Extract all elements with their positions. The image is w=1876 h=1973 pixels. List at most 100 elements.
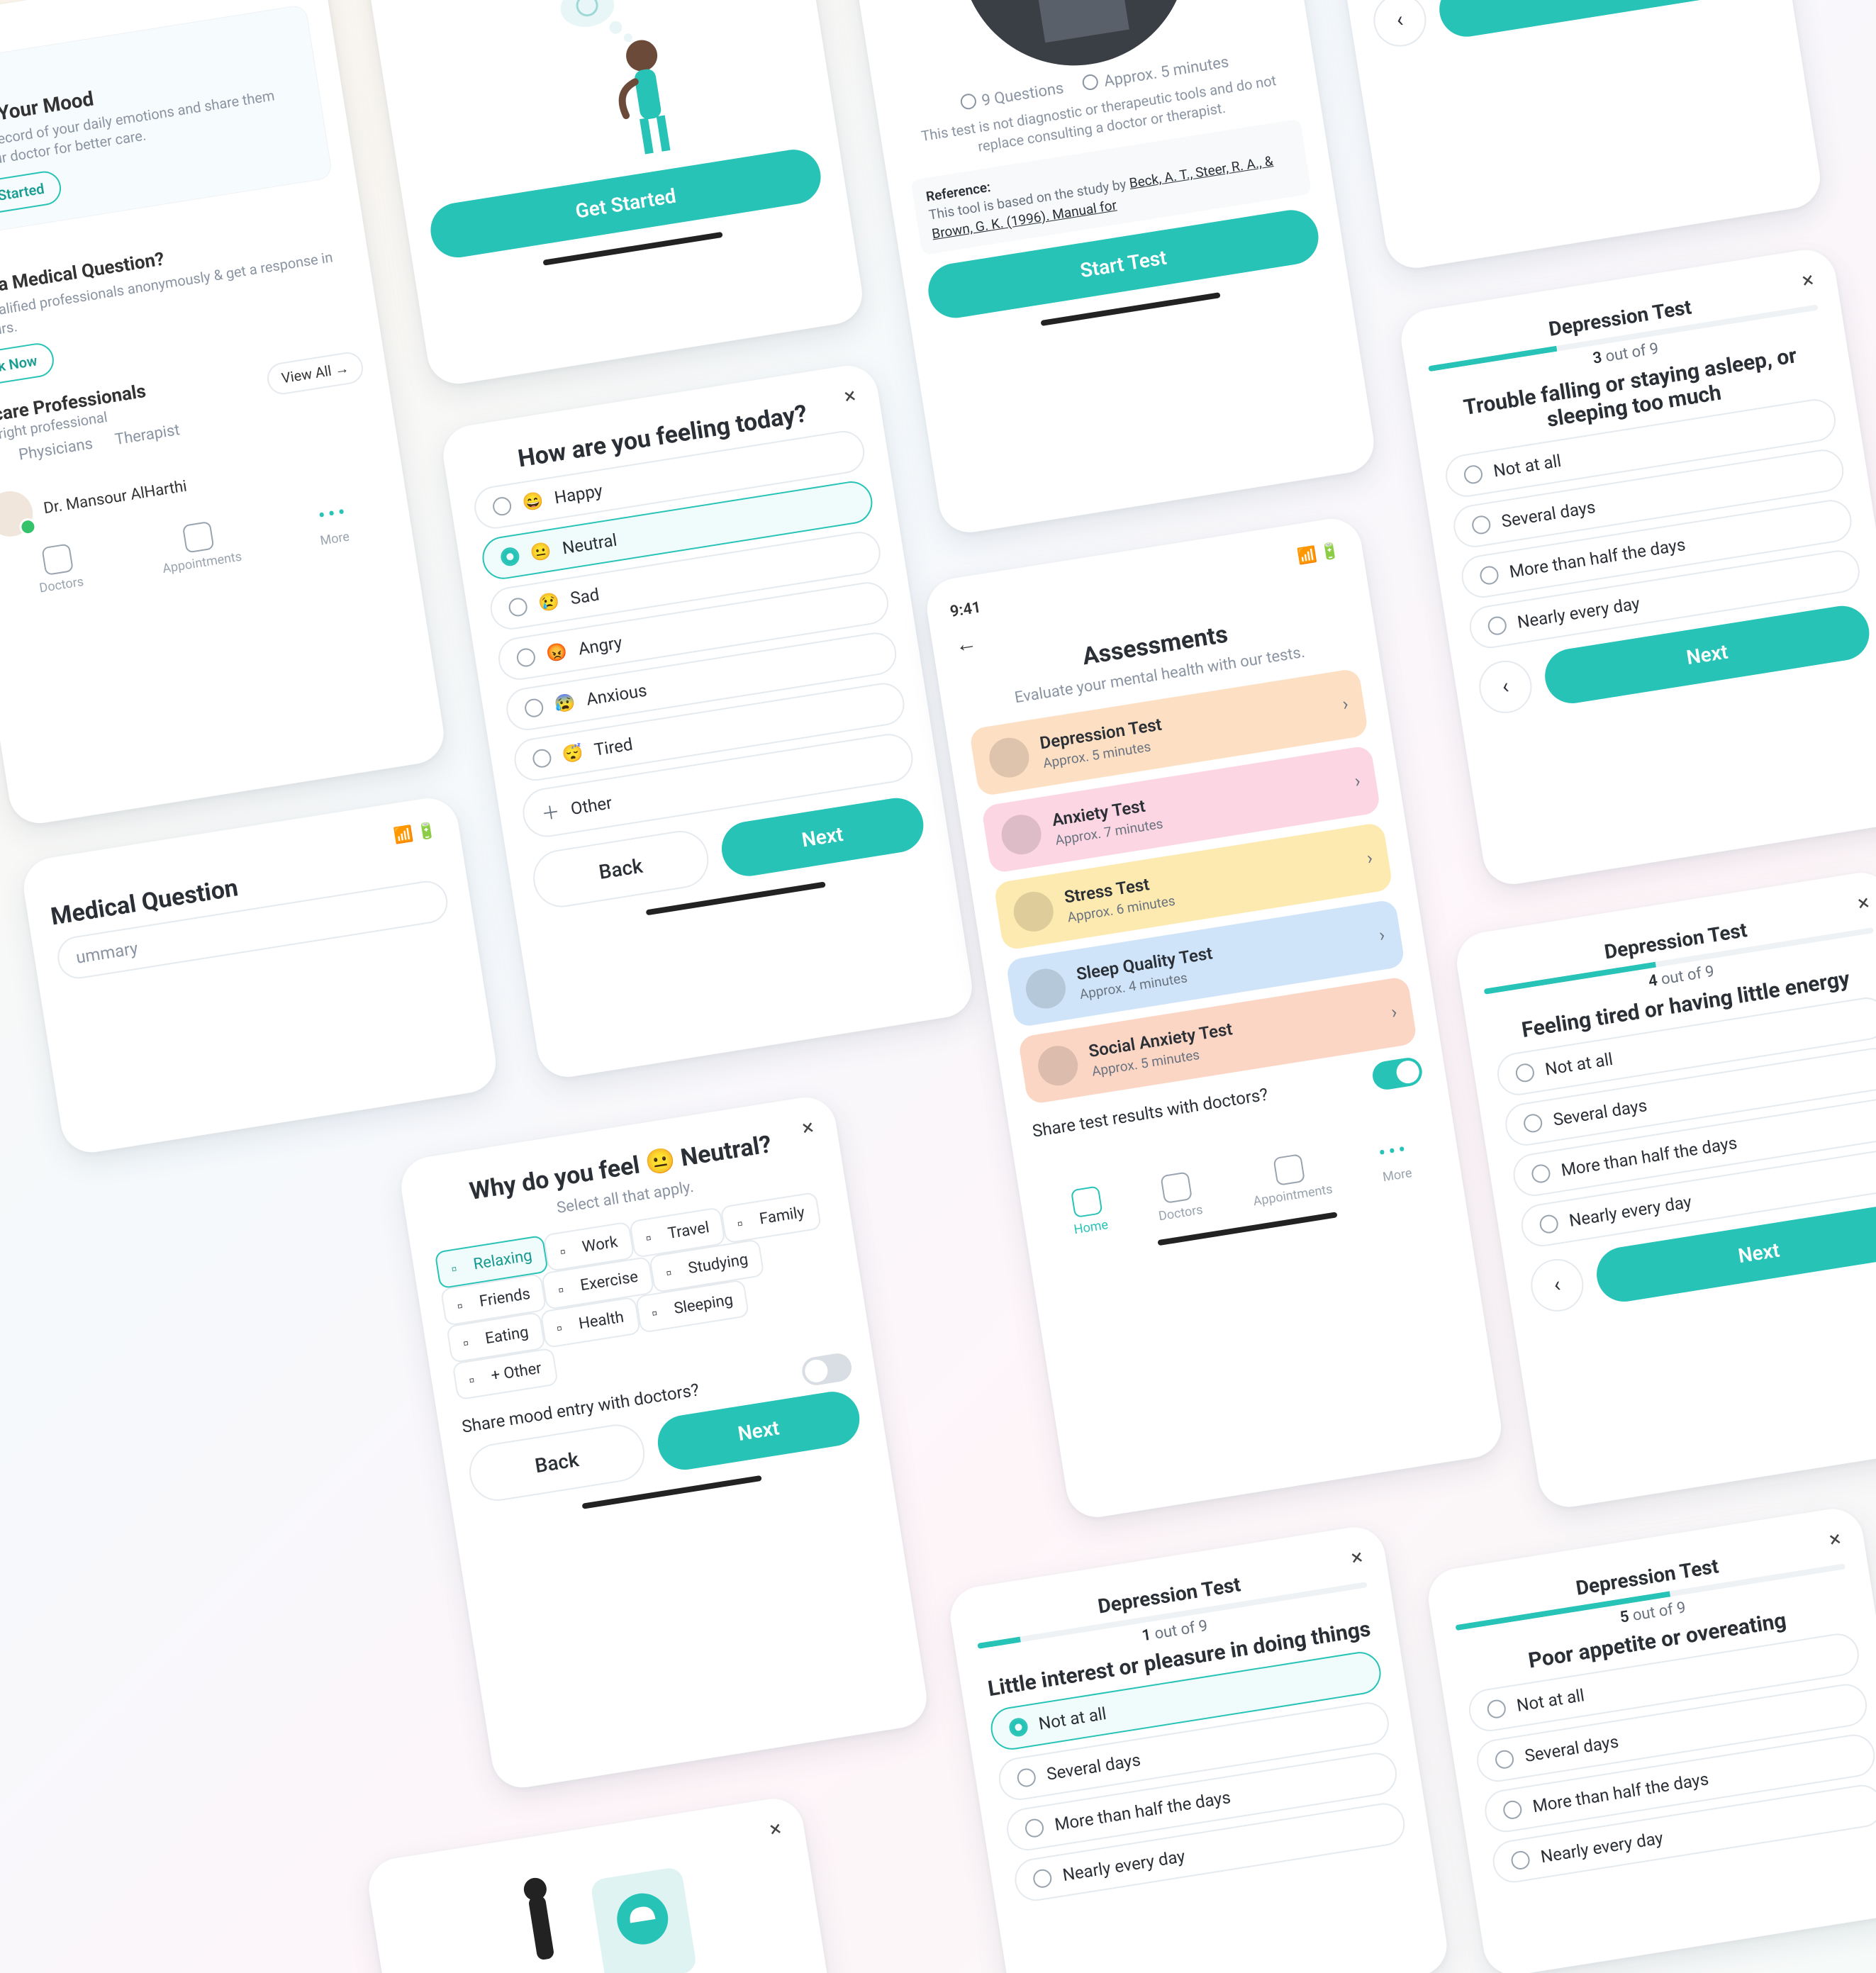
chip-icon: ▫ bbox=[462, 1332, 479, 1350]
chip-label: Eating bbox=[484, 1324, 530, 1348]
answer-label: Nearly every day bbox=[1539, 1828, 1665, 1867]
other-label: Other bbox=[569, 793, 613, 819]
chip-icon: ▫ bbox=[665, 1262, 683, 1280]
chip-label: Studying bbox=[687, 1251, 749, 1278]
chip[interactable]: ▫ Family bbox=[720, 1192, 822, 1244]
tab-doctors[interactable]: Doctors bbox=[1152, 1170, 1204, 1224]
chip-icon: ▫ bbox=[456, 1295, 474, 1313]
chip-icon: ▫ bbox=[555, 1317, 573, 1335]
prev-button[interactable]: ‹ bbox=[1370, 0, 1430, 50]
plus-icon: ＋ bbox=[540, 798, 562, 827]
radio-icon bbox=[1008, 1717, 1029, 1738]
next-button[interactable]: Next bbox=[718, 794, 927, 880]
chevron-right-icon: › bbox=[1378, 924, 1386, 946]
chip-icon: ▫ bbox=[644, 1227, 662, 1245]
stethoscope-icon bbox=[41, 543, 74, 576]
answer-label: More than half the days bbox=[1508, 535, 1687, 582]
mood-label: Sad bbox=[569, 584, 601, 608]
chip-label: Sleeping bbox=[673, 1291, 735, 1318]
stethoscope-icon bbox=[1161, 1171, 1193, 1204]
calendar-icon bbox=[182, 521, 214, 554]
radio-icon bbox=[1032, 1868, 1053, 1889]
mood-label: Neutral bbox=[561, 530, 618, 559]
assessment-icon bbox=[1011, 889, 1056, 934]
mood-emoji: 😄 bbox=[521, 490, 545, 513]
back-button[interactable]: Back bbox=[529, 827, 712, 911]
notify-screen: × bbox=[364, 1794, 832, 1973]
answer-label: Nearly every day bbox=[1061, 1846, 1187, 1885]
tab-more[interactable]: •••More bbox=[1377, 1136, 1414, 1188]
mood-emoji: 😐 bbox=[529, 540, 553, 563]
mood-label: Anxious bbox=[585, 681, 648, 710]
answer-label: Several days bbox=[1045, 1750, 1141, 1784]
chip-label: Family bbox=[758, 1204, 805, 1229]
question-3: × Depression Test 3 out of 9 Trouble fal… bbox=[1397, 245, 1876, 888]
view-all-button[interactable]: View All → bbox=[265, 350, 365, 396]
medical-question-screen: 📶 🔋 Medical Question ummary bbox=[19, 794, 500, 1157]
assessments-screen: 9:41📶 🔋 ← Assessments Evaluate your ment… bbox=[922, 515, 1505, 1521]
chip-label: + Other bbox=[490, 1359, 543, 1385]
share-toggle[interactable] bbox=[1370, 1056, 1424, 1091]
chevron-right-icon: › bbox=[1366, 847, 1374, 869]
radio-icon bbox=[1522, 1113, 1543, 1134]
radio-icon bbox=[1470, 515, 1492, 536]
question-5: × Depression Test 5 out of 9 Poor appeti… bbox=[1424, 1504, 1876, 1973]
question-4: × Depression Test 4 out of 9 Feeling tir… bbox=[1453, 868, 1876, 1511]
chip-label: Work bbox=[581, 1233, 619, 1256]
chip-icon: ▫ bbox=[650, 1302, 668, 1320]
radio-icon bbox=[1494, 1749, 1515, 1770]
answer-label: Not at all bbox=[1543, 1049, 1614, 1080]
chip-icon: ▫ bbox=[736, 1213, 754, 1231]
prev-button[interactable]: ‹ bbox=[1527, 1255, 1587, 1315]
clock: 9:41 bbox=[949, 598, 982, 621]
ask-now-button[interactable]: Ask Now bbox=[0, 341, 57, 389]
chip-label: Friends bbox=[478, 1285, 531, 1310]
mood-label: Happy bbox=[553, 481, 604, 508]
radio-icon bbox=[1502, 1799, 1523, 1821]
tab-home[interactable]: Home bbox=[1068, 1185, 1109, 1237]
answer-label: Nearly every day bbox=[1568, 1192, 1693, 1231]
assessment-icon bbox=[1023, 966, 1068, 1011]
radio-icon bbox=[500, 546, 521, 567]
radio-icon bbox=[1539, 1214, 1560, 1235]
depression-intro: × Depression Test Assess your current mo… bbox=[825, 0, 1378, 537]
tab-more[interactable]: •••More bbox=[315, 500, 351, 552]
mood-label: Tired bbox=[593, 734, 634, 760]
radio-icon bbox=[1463, 464, 1484, 485]
radio-icon bbox=[1531, 1163, 1552, 1185]
chip-label: Relaxing bbox=[472, 1246, 533, 1273]
tab-appointments[interactable]: Appointments bbox=[156, 517, 242, 576]
answer-label: Not at all bbox=[1492, 451, 1562, 481]
radio-icon bbox=[1514, 1062, 1536, 1083]
chip-icon: ▫ bbox=[450, 1258, 468, 1275]
radio-icon bbox=[515, 647, 537, 669]
assessment-icon bbox=[1035, 1043, 1081, 1088]
radio-icon bbox=[1487, 615, 1508, 637]
chevron-right-icon: › bbox=[1353, 770, 1362, 792]
next-button[interactable]: Next bbox=[1436, 0, 1768, 40]
answer-label: Several days bbox=[1500, 497, 1597, 532]
answer-label: More than half the days bbox=[1053, 1787, 1232, 1835]
tab-therapist[interactable]: Therapist bbox=[113, 421, 182, 455]
radio-icon bbox=[491, 496, 513, 517]
assessment-icon bbox=[986, 734, 1032, 780]
radio-icon bbox=[523, 698, 545, 719]
mood-emoji: 😴 bbox=[561, 742, 585, 765]
tab-appointments[interactable]: Appointments bbox=[1247, 1149, 1334, 1209]
radio-icon bbox=[508, 596, 529, 617]
mood-label: Angry bbox=[577, 632, 624, 659]
answer-label: Several days bbox=[1523, 1731, 1619, 1766]
share-toggle[interactable] bbox=[800, 1351, 853, 1387]
mood-emoji: 😢 bbox=[537, 591, 561, 613]
chip-icon: ▫ bbox=[559, 1241, 576, 1258]
summary-placeholder: ummary bbox=[74, 938, 139, 967]
answer-label: Not at all bbox=[1037, 1704, 1107, 1734]
tab-doctors[interactable]: Doctors bbox=[33, 542, 85, 596]
get-started-button[interactable]: Get Started bbox=[0, 169, 64, 219]
prev-button[interactable]: ‹ bbox=[1475, 656, 1536, 717]
radio-icon bbox=[1479, 565, 1500, 586]
question-2: × 2 out of 9 Feeling down, depressed, or… bbox=[1300, 0, 1825, 272]
mood-emoji: 😰 bbox=[553, 692, 577, 715]
mood-emoji: 😡 bbox=[545, 641, 569, 664]
tab-physicians[interactable]: Physicians bbox=[18, 435, 95, 471]
